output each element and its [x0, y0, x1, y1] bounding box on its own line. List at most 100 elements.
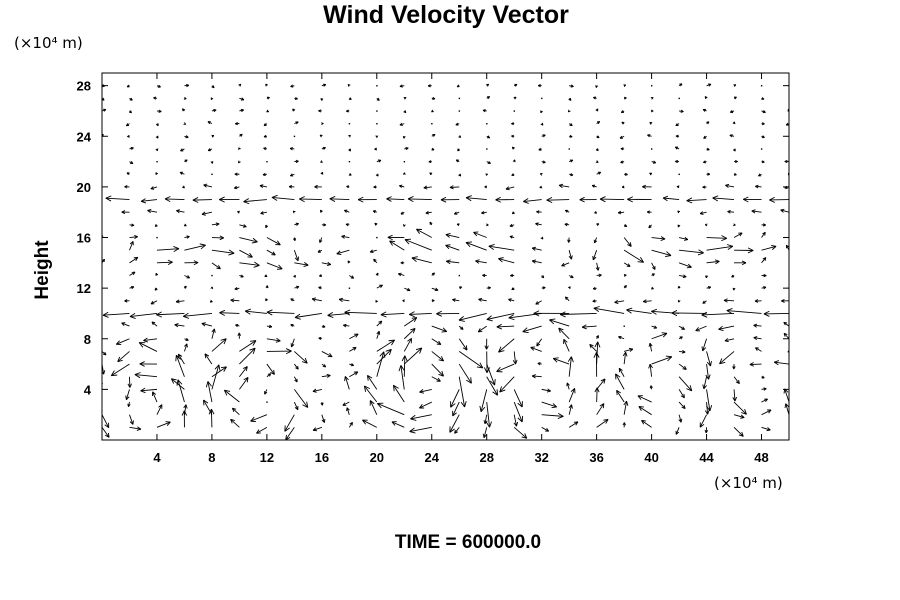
wind-vector: [102, 312, 103, 314]
wind-vector: [436, 310, 460, 317]
wind-vector: [498, 257, 515, 264]
wind-vector: [431, 109, 434, 113]
wind-vector: [262, 172, 267, 177]
wind-vector: [581, 324, 597, 330]
wind-vector: [623, 400, 629, 415]
wind-vector: [511, 134, 515, 138]
wind-vector: [399, 84, 405, 88]
wind-vector: [376, 348, 392, 365]
wind-vector: [219, 196, 240, 203]
wind-vector: [769, 196, 789, 203]
wind-vector: [496, 323, 515, 330]
wind-vector: [579, 196, 597, 203]
wind-vector: [783, 388, 789, 403]
wind-vector: [676, 185, 680, 189]
wind-vector: [183, 96, 187, 100]
wind-vector: [623, 84, 627, 88]
x-tick-label: 48: [754, 450, 768, 465]
wind-vector: [329, 195, 350, 202]
wind-vector: [761, 286, 767, 290]
wind-vector: [175, 354, 185, 377]
wind-vector: [522, 325, 542, 334]
wind-vector: [129, 285, 135, 290]
wind-vector: [637, 395, 652, 403]
wind-vector: [183, 312, 212, 319]
wind-vector: [512, 159, 516, 163]
wind-vector: [376, 159, 382, 163]
wind-vector: [596, 378, 606, 390]
wind-vector: [238, 147, 241, 151]
wind-vector: [294, 313, 322, 320]
wind-vector: [234, 287, 240, 291]
wind-vector: [540, 122, 544, 126]
wind-vector: [539, 185, 543, 189]
wind-vector: [211, 222, 220, 227]
wind-vector: [431, 299, 435, 303]
wind-vector: [704, 223, 708, 227]
wind-vector: [129, 271, 136, 276]
wind-vector: [399, 184, 405, 188]
wind-vector: [706, 389, 713, 412]
wind-vector: [260, 211, 267, 215]
wind-vector: [592, 299, 597, 303]
wind-vector: [184, 243, 206, 251]
wind-vector: [207, 148, 213, 152]
x-tick-label: 24: [425, 450, 440, 465]
wind-vector: [266, 262, 283, 270]
wind-vector: [349, 333, 359, 340]
wind-vector: [346, 109, 350, 113]
wind-vector: [129, 426, 142, 431]
wind-vector: [389, 240, 405, 251]
wind-vector: [455, 159, 460, 163]
wind-vector: [129, 312, 158, 319]
wind-vector: [362, 419, 378, 428]
wind-vector: [427, 84, 432, 88]
wind-vector: [678, 376, 693, 392]
wind-vector: [139, 361, 157, 367]
wind-vector: [411, 256, 432, 264]
wind-vector: [641, 419, 652, 428]
wind-vector: [209, 299, 213, 303]
x-tick-label: 32: [534, 450, 548, 465]
wind-vector: [486, 135, 491, 139]
wind-vector: [102, 351, 107, 356]
wind-vector: [558, 183, 570, 188]
wind-vector: [569, 173, 574, 177]
wind-vector: [726, 307, 762, 314]
wind-vector: [128, 110, 132, 114]
wind-vector: [484, 185, 487, 189]
wind-vector: [541, 412, 564, 419]
wind-vector: [541, 426, 550, 432]
wind-vector: [402, 172, 406, 175]
wind-vector: [732, 148, 736, 152]
wind-vector: [729, 134, 735, 138]
wind-vector: [620, 160, 625, 164]
wind-vector: [541, 286, 546, 290]
wind-vector: [755, 347, 762, 352]
wind-vector: [761, 160, 765, 164]
wind-vector: [174, 323, 185, 328]
wind-vector: [239, 377, 249, 390]
y-tick-label: 4: [84, 382, 92, 397]
wind-vector: [102, 402, 103, 403]
wind-vector: [129, 241, 134, 251]
wind-vector: [564, 296, 570, 302]
wind-vector: [314, 184, 322, 189]
wind-vector: [734, 247, 754, 254]
wind-vector: [431, 363, 444, 377]
wind-vector: [751, 209, 762, 214]
wind-vector: [569, 159, 574, 163]
wind-vector: [140, 198, 158, 204]
wind-vector: [431, 338, 442, 345]
wind-vector: [677, 285, 681, 289]
wind-vector: [538, 147, 542, 151]
wind-vector: [589, 343, 597, 352]
wind-vector: [623, 237, 632, 247]
wind-vector: [458, 135, 462, 138]
wind-vector: [675, 427, 680, 435]
wind-vector: [230, 418, 240, 428]
wind-vector: [347, 84, 351, 87]
wind-vector: [706, 244, 734, 251]
wind-vector: [734, 159, 738, 164]
